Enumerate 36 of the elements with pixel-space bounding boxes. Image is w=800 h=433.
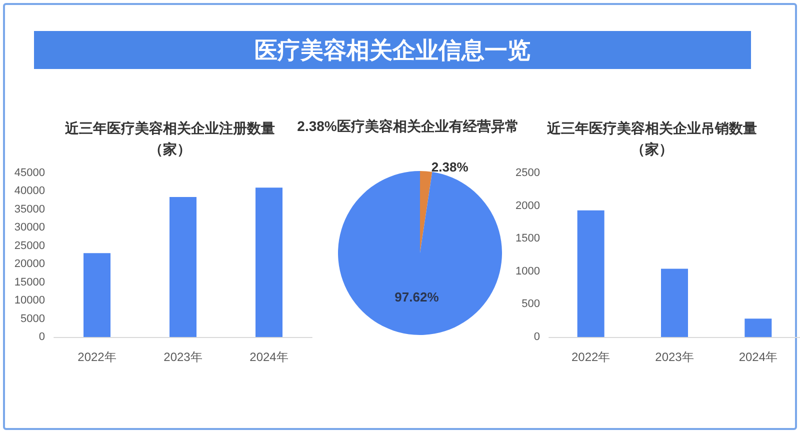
x-tick-label: 2022年 — [571, 350, 610, 364]
bar — [84, 253, 110, 337]
x-tick-label: 2022年 — [78, 350, 116, 364]
y-tick-label: 0 — [38, 331, 45, 343]
chart-title: 2.38%医疗美容相关企业有经营异常 — [297, 118, 519, 134]
x-tick-label: 2024年 — [738, 350, 778, 364]
bar — [744, 318, 772, 337]
y-tick-label: 1500 — [516, 232, 540, 245]
y-tick-label: 35000 — [14, 203, 45, 216]
y-tick-label: 0 — [534, 331, 540, 343]
y-tick-label: 40000 — [14, 185, 45, 198]
y-tick-label: 1000 — [516, 265, 540, 278]
bar — [256, 188, 282, 337]
y-tick-label: 20000 — [14, 258, 45, 270]
x-tick-label: 2023年 — [655, 350, 694, 364]
data-label: 2.38% — [431, 160, 469, 175]
y-tick-label: 2500 — [516, 167, 540, 179]
y-tick-label: 15000 — [14, 276, 45, 288]
y-tick-label: 500 — [522, 298, 540, 310]
y-tick-label: 25000 — [14, 240, 45, 252]
y-tick-label: 5000 — [20, 312, 45, 325]
chart-subtitle: （家） — [149, 141, 191, 157]
bar — [170, 197, 196, 337]
chart-title: 近三年医疗美容相关企业吊销数量 — [546, 120, 757, 136]
chart-title: 近三年医疗美容相关企业注册数量 — [64, 120, 275, 136]
chart-subtitle: （家） — [631, 141, 673, 157]
y-tick-label: 2000 — [516, 200, 540, 212]
y-tick-label: 45000 — [14, 167, 45, 179]
text: 医疗美容相关企业信息一览 — [254, 36, 530, 64]
y-tick-label: 10000 — [14, 294, 45, 307]
bar — [661, 268, 688, 337]
y-tick-label: 30000 — [14, 222, 45, 234]
bar — [577, 210, 604, 337]
x-tick-label: 2023年 — [164, 350, 202, 364]
x-tick-label: 2024年 — [250, 350, 288, 364]
data-label: 97.62% — [394, 289, 440, 304]
